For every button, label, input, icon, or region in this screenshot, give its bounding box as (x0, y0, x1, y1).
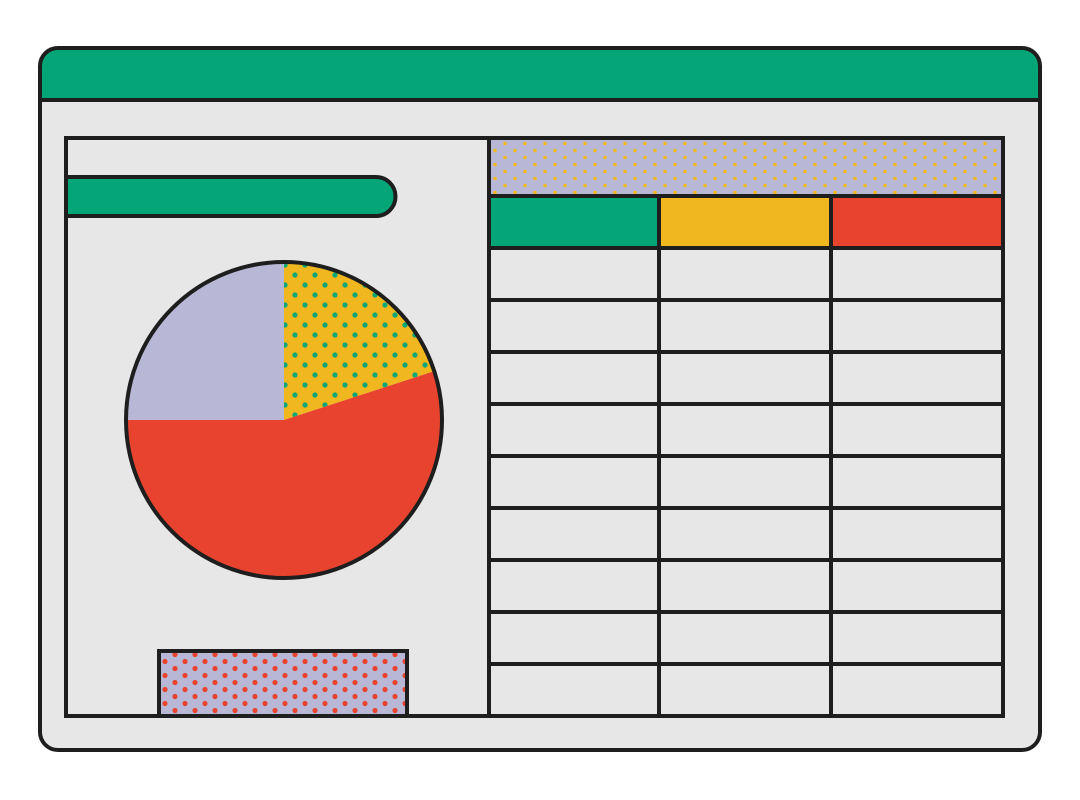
window-frame (38, 46, 1042, 752)
pie-slice-1 (126, 371, 442, 578)
table-header-cell-1[interactable] (657, 194, 833, 250)
title-bar (40, 48, 1040, 100)
table-header-cell-2[interactable] (829, 194, 1005, 250)
pie-slice-0 (284, 262, 435, 420)
chart-legend-block (157, 649, 409, 718)
chart-title-bar (64, 175, 398, 218)
table-title-bar (487, 136, 1005, 198)
pie-outline (124, 260, 444, 580)
pie-slice-2 (126, 262, 284, 420)
table-header-cell-0[interactable] (487, 194, 661, 250)
pie-chart (124, 260, 444, 580)
data-table (487, 136, 1005, 718)
table-cell[interactable] (829, 662, 1005, 718)
